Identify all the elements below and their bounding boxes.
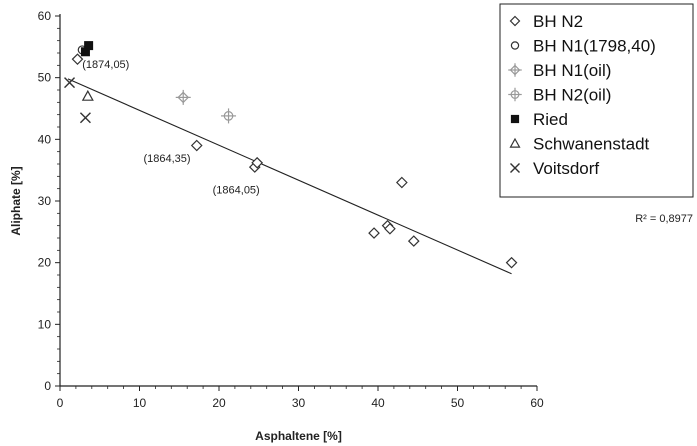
legend-marker <box>509 137 521 148</box>
data-point-bh-n2 <box>396 176 408 189</box>
data-point-bh-n2 <box>251 156 264 169</box>
legend-label: BH N2(oil) <box>533 86 611 105</box>
x-tick-label: 20 <box>212 396 226 410</box>
data-point-voitsdorf <box>64 77 76 89</box>
y-tick-label: 0 <box>44 379 51 393</box>
data-point-bh-n1-oil <box>175 89 191 105</box>
y-tick-label: 40 <box>38 132 52 146</box>
data-point-bh-n2 <box>407 235 420 247</box>
legend-label: BH N1(oil) <box>533 61 611 80</box>
point-annotation: (1864,35) <box>143 153 190 165</box>
x-tick-label: 60 <box>530 396 544 410</box>
legend-label: BH N1(1798,40) <box>533 37 656 56</box>
point-annotation: (1864,05) <box>213 185 260 197</box>
y-tick-label: 60 <box>38 9 52 23</box>
data-point-voitsdorf <box>79 112 91 124</box>
legend-label: Ried <box>533 110 568 129</box>
legend-marker <box>508 87 522 102</box>
x-axis-title: Asphaltene [%] <box>255 429 342 443</box>
legend-marker <box>508 63 522 77</box>
legend-marker <box>510 41 520 50</box>
x-tick-label: 0 <box>57 396 64 410</box>
data-point-ried <box>80 47 90 57</box>
data-point-bh-n2 <box>505 256 518 269</box>
x-tick-label: 30 <box>292 396 306 410</box>
data-point-bh-n2 <box>190 139 203 152</box>
y-tick-label: 10 <box>38 317 52 331</box>
y-tick-label: 30 <box>38 194 52 208</box>
y-tick-label: 20 <box>38 256 52 270</box>
data-point-schwanenstadt <box>81 89 94 101</box>
x-tick-label: 10 <box>133 396 147 410</box>
trendline <box>67 78 512 275</box>
y-axis-title: Aliphate [%] <box>9 166 23 235</box>
x-tick-label: 50 <box>451 396 465 410</box>
legend-marker <box>509 15 521 27</box>
data-point-bh-n2 <box>368 227 380 239</box>
data-point-bh-n2 <box>384 222 396 235</box>
point-annotation: (1874,05) <box>82 59 129 71</box>
legend-label: BH N2 <box>533 12 583 31</box>
legend-label: Voitsdorf <box>533 159 599 178</box>
legend-label: Schwanenstadt <box>533 135 650 154</box>
y-tick-label: 50 <box>38 71 52 85</box>
r-squared-label: R² = 0,8977 <box>635 213 693 225</box>
legend-box <box>499 3 694 198</box>
legend-marker <box>510 114 520 124</box>
x-tick-label: 40 <box>371 396 385 410</box>
data-point-bh-n2 <box>71 53 84 66</box>
data-point-bh-n2-oil <box>221 108 237 124</box>
legend-marker <box>510 163 520 173</box>
